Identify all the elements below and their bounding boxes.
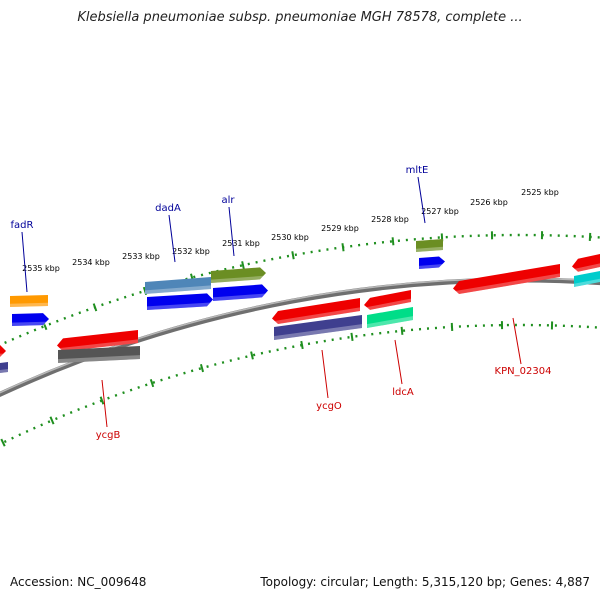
gene-label-dadA: dadA (155, 203, 181, 214)
scale-major-tick (391, 237, 395, 246)
gene-arrow-ycgB-1 (57, 330, 138, 352)
inner-scale-ring (0, 323, 600, 446)
gene-arrow-blue-3 (213, 284, 268, 301)
scale-major-tick (291, 251, 295, 260)
scale-major-tick (241, 261, 245, 270)
gene-arrow-ldcA (364, 290, 411, 311)
leader-line (168, 214, 176, 263)
leader-line (417, 176, 426, 224)
topology-text: Topology: circular; Length: 5,315,120 bp… (260, 575, 590, 589)
scale-major-tick (250, 351, 254, 360)
scale-label: 2532 kbp (172, 247, 210, 256)
scale-major-tick (92, 303, 98, 312)
scale-label: 2525 kbp (521, 188, 559, 197)
scale-major-tick (400, 326, 404, 335)
scale-label: 2535 kbp (22, 264, 60, 273)
scale-label: 2528 kbp (371, 215, 409, 224)
scale-major-tick (49, 416, 55, 425)
gene-arrow-edge-left-purple (0, 362, 8, 373)
gene-arrow-blue-1 (12, 313, 49, 326)
leader-line (21, 231, 28, 293)
gene-label-alr: alr (221, 195, 235, 206)
gene-arrow-ycgB-2 (58, 346, 140, 363)
scale-major-tick (350, 332, 354, 341)
gene-arrow-ldcA-2 (367, 307, 413, 328)
scale-major-tick (99, 396, 105, 405)
gene-arrow-alr (211, 267, 266, 283)
gene-arrow-mltE (416, 239, 443, 252)
leader-line (228, 206, 235, 257)
gene-arrow-KPN_02304 (453, 264, 560, 295)
gene-arrow-blue-2 (147, 293, 213, 310)
scale-label: 2526 kbp (470, 198, 508, 207)
scale-major-tick (300, 340, 304, 350)
gene-arrow-edge-red (572, 254, 600, 273)
leader-line (321, 349, 329, 399)
gene-label-ycgB: ycgB (96, 430, 121, 441)
gene-label-mltE: mltE (406, 165, 429, 176)
scale-major-tick (0, 438, 6, 447)
gene-arrow-fadR (10, 295, 48, 307)
scale-label: 2530 kbp (271, 233, 309, 242)
scale-label: 2533 kbp (122, 252, 160, 261)
scale-label: 2534 kbp (72, 258, 110, 267)
gene-arrow-edge-cyan (574, 271, 600, 287)
gene-arrow-ycgO (272, 298, 360, 325)
gene-arrow-dadA (145, 277, 211, 294)
gene-label-ycgO: ycgO (316, 401, 342, 412)
accession-text: Accession: NC_009648 (10, 575, 147, 589)
gene-arrow-edge-left-red (0, 345, 6, 357)
gene-arrow-ycgO-2 (274, 315, 362, 340)
gene-label-KPN_02304: KPN_02304 (495, 366, 552, 377)
scale-label: 2531 kbp (222, 239, 260, 248)
scale-major-tick (149, 378, 155, 388)
scale-label: 2527 kbp (421, 207, 459, 216)
gene-label-ldcA: ldcA (392, 387, 414, 398)
scale-major-tick (199, 363, 205, 373)
map-title: Klebsiella pneumoniae subsp. pneumoniae … (77, 10, 523, 25)
leader-line (101, 379, 108, 428)
gene-arrow-blue-4 (419, 256, 445, 269)
gene-label-fadR: fadR (11, 220, 34, 231)
leader-line (512, 317, 522, 365)
scale-major-tick (341, 243, 345, 252)
scale-label: 2529 kbp (321, 224, 359, 233)
leader-line (394, 339, 403, 385)
